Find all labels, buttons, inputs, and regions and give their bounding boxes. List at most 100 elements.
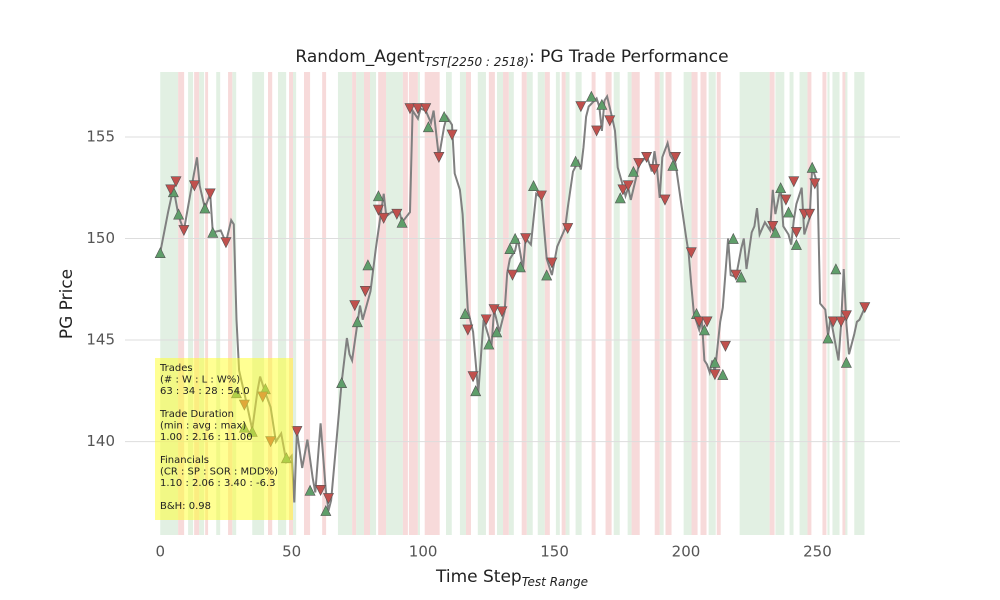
long-span bbox=[799, 72, 808, 535]
sell-marker bbox=[404, 103, 416, 115]
y-tick-label: 145 bbox=[86, 331, 115, 349]
long-span bbox=[827, 72, 830, 535]
short-span bbox=[544, 72, 550, 535]
sell-marker bbox=[659, 194, 671, 206]
buy-marker bbox=[320, 504, 332, 516]
buy-marker bbox=[783, 206, 795, 218]
short-span bbox=[591, 72, 596, 535]
sell-marker bbox=[804, 208, 816, 220]
short-span bbox=[822, 72, 827, 535]
buy-marker bbox=[570, 155, 582, 167]
long-span bbox=[555, 72, 560, 535]
sell-marker bbox=[604, 115, 616, 127]
sell-marker bbox=[535, 190, 547, 202]
buy-marker bbox=[470, 385, 482, 397]
title-suffix: : PG Trade Performance bbox=[529, 47, 729, 67]
y-axis-label: PG Price bbox=[57, 269, 77, 339]
short-span bbox=[178, 72, 185, 535]
long-span bbox=[188, 72, 194, 535]
x-tick-label: 100 bbox=[409, 543, 438, 561]
sell-marker bbox=[730, 269, 742, 281]
short-span bbox=[631, 72, 640, 535]
sell-marker bbox=[575, 101, 587, 113]
sell-marker bbox=[391, 208, 403, 220]
long-span bbox=[199, 72, 205, 535]
sell-marker bbox=[835, 316, 847, 328]
short-span bbox=[691, 72, 698, 535]
long-span bbox=[832, 72, 840, 535]
long-span bbox=[708, 72, 716, 535]
short-span bbox=[228, 72, 233, 535]
short-span bbox=[205, 72, 209, 535]
long-span bbox=[854, 72, 865, 535]
buy-marker bbox=[372, 190, 384, 202]
long-span bbox=[356, 72, 364, 535]
buy-marker bbox=[362, 259, 374, 271]
short-span bbox=[268, 72, 273, 535]
sell-marker bbox=[480, 314, 492, 326]
buy-marker bbox=[596, 98, 608, 110]
long-span bbox=[445, 72, 452, 535]
buy-marker bbox=[459, 307, 471, 319]
buy-marker bbox=[698, 324, 710, 336]
short-span bbox=[842, 72, 846, 535]
long-span bbox=[417, 72, 420, 535]
long-span bbox=[496, 72, 504, 535]
sell-marker bbox=[546, 257, 558, 269]
buy-marker bbox=[709, 356, 721, 368]
short-span bbox=[521, 72, 527, 535]
long-span bbox=[232, 72, 237, 535]
annotation-text: (min : avg : max) bbox=[160, 421, 246, 432]
sell-marker bbox=[315, 485, 327, 496]
long-span bbox=[252, 72, 265, 535]
buy-marker bbox=[806, 161, 818, 173]
buy-marker bbox=[396, 216, 408, 228]
title-subscript: TST[2250 : 2518) bbox=[425, 55, 529, 69]
sell-marker bbox=[359, 286, 371, 297]
sell-marker bbox=[685, 247, 697, 259]
sell-marker bbox=[467, 371, 479, 383]
sell-marker bbox=[433, 151, 445, 163]
x-tick-label: 0 bbox=[155, 543, 165, 561]
buy-marker bbox=[351, 316, 363, 328]
sell-marker bbox=[767, 221, 779, 233]
sell-marker bbox=[322, 493, 334, 505]
sell-marker bbox=[859, 302, 871, 314]
buy-marker bbox=[585, 90, 597, 102]
long-span bbox=[613, 72, 620, 535]
buy-marker bbox=[173, 208, 185, 220]
buy-marker bbox=[840, 356, 852, 368]
long-span bbox=[292, 72, 297, 535]
sell-marker bbox=[507, 269, 518, 281]
y-tick-label: 155 bbox=[86, 127, 115, 145]
x-tick-label: 50 bbox=[282, 543, 301, 561]
buy-marker bbox=[830, 263, 842, 275]
sell-marker bbox=[496, 306, 508, 318]
long-span bbox=[537, 72, 545, 535]
buy-marker bbox=[614, 192, 626, 204]
buy-marker bbox=[509, 232, 521, 244]
buy-marker bbox=[769, 226, 781, 238]
buy-marker bbox=[667, 159, 679, 171]
buy-marker bbox=[822, 332, 834, 344]
buy-marker bbox=[483, 338, 495, 350]
short-span bbox=[424, 72, 440, 535]
sell-marker bbox=[372, 204, 384, 216]
buy-marker bbox=[199, 202, 211, 214]
annotation-text: 63 : 34 : 28 : 54.0 bbox=[160, 386, 250, 397]
sell-marker bbox=[617, 184, 629, 196]
sell-marker bbox=[719, 340, 731, 352]
buy-marker bbox=[727, 232, 739, 244]
x-tick-label: 250 bbox=[803, 543, 832, 561]
sell-marker bbox=[378, 212, 390, 224]
sell-marker bbox=[349, 300, 361, 312]
annotation-text: Financials bbox=[160, 455, 209, 466]
short-span bbox=[304, 72, 311, 535]
annotation-text: Trade Duration bbox=[159, 409, 234, 420]
short-span bbox=[488, 72, 495, 535]
annotation-box bbox=[155, 358, 293, 520]
long-span bbox=[659, 72, 664, 535]
annotation-text: (# : W : L : W%) bbox=[160, 375, 240, 386]
short-span bbox=[665, 72, 672, 535]
short-span bbox=[378, 72, 387, 535]
